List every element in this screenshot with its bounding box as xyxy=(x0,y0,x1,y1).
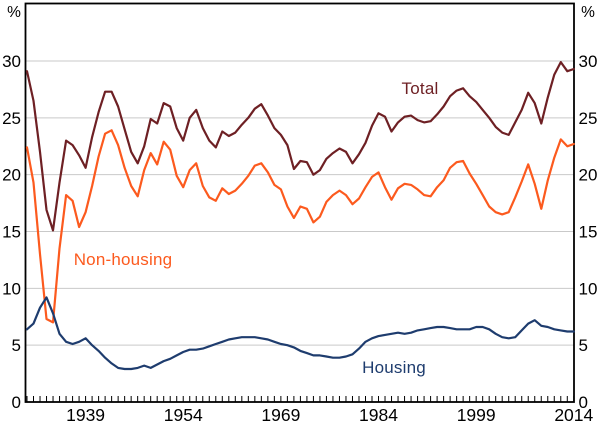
y-tick-label-left: 5 xyxy=(12,336,21,355)
y-tick-label-left: 10 xyxy=(2,279,21,298)
y-tick-label-right: 25 xyxy=(579,109,598,128)
y-tick-label-right: 15 xyxy=(579,223,598,242)
x-tick-label: 1984 xyxy=(359,405,398,425)
non_housing-line xyxy=(25,129,575,324)
housing-line xyxy=(25,296,575,371)
plot-border xyxy=(24,2,575,403)
y-tick-label-left: 15 xyxy=(2,223,21,242)
y-tick-label-left: 30 xyxy=(2,52,21,71)
x-tick-label: 1999 xyxy=(457,405,496,425)
y-tick-label-left: 0 xyxy=(12,393,21,412)
housing-series-label: Housing xyxy=(362,358,426,377)
y-tick-label-left: 20 xyxy=(2,166,21,185)
y-tick-label-right: 10 xyxy=(579,279,598,298)
x-tick-label: 1939 xyxy=(66,405,105,425)
x-tick-label: 1954 xyxy=(164,405,203,425)
total-line xyxy=(25,60,575,232)
y-tick-label-right: 30 xyxy=(579,52,598,71)
non-housing-series-label: Non-housing xyxy=(73,250,173,269)
y-tick-label-left: 25 xyxy=(2,109,21,128)
x-tick-label: 1969 xyxy=(261,405,300,425)
y-tick-label-right: 0 xyxy=(579,393,588,412)
y-axis-unit-left: % xyxy=(7,4,21,21)
x-tick-label: 2014 xyxy=(554,405,593,425)
y-axis-unit-right: % xyxy=(581,4,595,21)
y-tick-label-right: 5 xyxy=(579,336,588,355)
y-tick-label-right: 20 xyxy=(579,166,598,185)
total-series-label: Total xyxy=(401,79,439,98)
